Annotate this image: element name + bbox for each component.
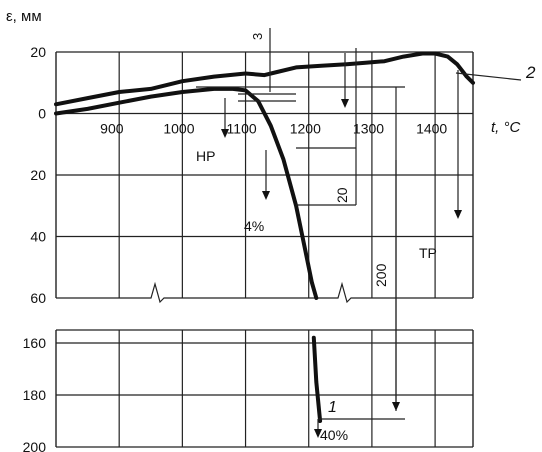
y-tick-label: 20 [30,167,46,183]
arrow-upper-head [341,99,349,108]
x-axis-label: t, °C [491,119,521,136]
tick-labels: 900 1000 1100 1200 1300 140020020406016018020… [23,44,448,452]
x-tick-label: 1200 [290,121,321,137]
arrow-40pct-head [314,429,322,438]
arrow-4pct-head [262,191,270,200]
label-200: 200 [373,263,389,287]
y-tick-label: 60 [30,290,46,306]
label-2: 2 [525,63,536,82]
series-lines [54,51,475,423]
leader-2 [455,72,522,81]
x-tick-label: 1300 [353,121,384,137]
x-tick-label: 1100 [227,121,257,137]
arrow-hp-head [221,129,229,138]
series-line-2 [54,51,475,107]
label-tp: TP [419,245,437,261]
y-tick-label: 160 [23,335,47,351]
label-20: 20 [334,187,350,203]
axis-break-line [56,281,473,304]
arrow-200-head [392,402,400,411]
label-3: 3 [250,33,265,40]
label-4pct: 4% [244,218,264,234]
y-tick-label: 180 [23,387,47,403]
x-tick-label: 1400 [416,121,447,137]
y-tick-label: 200 [23,439,47,452]
arrow-tp-head [454,210,462,219]
series-line-1 [54,86,319,300]
y-tick-label: 20 [30,44,46,60]
y-tick-label: 0 [38,106,46,122]
series-line-lower-1 [311,335,323,423]
y-axis-label: ε, мм [6,8,42,25]
x-tick-label: 1000 [163,121,194,137]
x-tick-label: 900 [100,121,124,137]
label-hp: HP [196,148,215,164]
label-1: 1 [328,399,337,416]
label-40pct: 40% [320,427,348,443]
annotations: 3 HP 4% 20 200 TP 1 40% 2 [196,28,536,443]
y-tick-label: 40 [30,229,46,245]
